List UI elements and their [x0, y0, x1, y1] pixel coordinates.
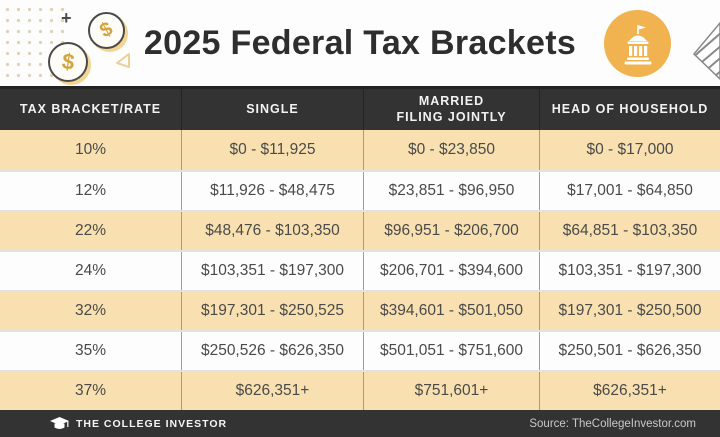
- cell-head: $250,501 - $626,350: [539, 332, 720, 370]
- table-row: 37% $626,351+ $751,601+ $626,351+: [0, 370, 720, 410]
- cell-married: $751,601+: [363, 372, 539, 410]
- cell-married: $206,701 - $394,600: [363, 252, 539, 290]
- cell-single: $0 - $11,925: [181, 130, 363, 170]
- cell-married: $96,951 - $206,700: [363, 212, 539, 250]
- cell-single: $11,926 - $48,475: [181, 172, 363, 210]
- cell-rate: 24%: [74, 262, 107, 279]
- tax-brackets-table: TAX BRACKET/RATE SINGLE MARRIED FILING J…: [0, 86, 720, 410]
- cell-married: $394,601 - $501,050: [363, 292, 539, 330]
- column-header-head: HEAD OF HOUSEHOLD: [539, 89, 720, 130]
- cell-single: $197,301 - $250,525: [181, 292, 363, 330]
- cell-single: $626,351+: [181, 372, 363, 410]
- table-row: 12% $11,926 - $48,475 $23,851 - $96,950 …: [0, 170, 720, 210]
- cell-rate: 37%: [74, 382, 107, 399]
- brand-logo: THE COLLEGE INVESTOR: [50, 416, 228, 431]
- cell-head: $64,851 - $103,350: [539, 212, 720, 250]
- table-row: 24% $103,351 - $197,300 $206,701 - $394,…: [0, 250, 720, 290]
- coin-icon: $: [48, 42, 88, 82]
- header: + $ $ 2025 Federal Tax Brackets: [0, 0, 720, 86]
- cell-rate: 35%: [74, 342, 107, 359]
- source-text: Source: TheCollegeInvestor.com: [529, 417, 696, 430]
- table-row: 22% $48,476 - $103,350 $96,951 - $206,70…: [0, 210, 720, 250]
- cell-single: $250,526 - $626,350: [181, 332, 363, 370]
- capitol-icon: [604, 10, 671, 77]
- page-title: 2025 Federal Tax Brackets: [143, 24, 577, 62]
- cell-married: $0 - $23,850: [363, 130, 539, 170]
- footer-bar: THE COLLEGE INVESTOR Source: TheCollegeI…: [0, 410, 720, 437]
- column-header-rate: TAX BRACKET/RATE: [19, 101, 162, 116]
- plus-icon: +: [61, 8, 72, 28]
- table-row: 10% $0 - $11,925 $0 - $23,850 $0 - $17,0…: [0, 130, 720, 170]
- cell-head: $0 - $17,000: [539, 130, 720, 170]
- cell-rate: 10%: [74, 141, 107, 158]
- coin-icon: $: [88, 12, 125, 49]
- table-header-row: TAX BRACKET/RATE SINGLE MARRIED FILING J…: [0, 86, 720, 130]
- cell-married: $23,851 - $96,950: [363, 172, 539, 210]
- cell-single: $103,351 - $197,300: [181, 252, 363, 290]
- table-row: 35% $250,526 - $626,350 $501,051 - $751,…: [0, 330, 720, 370]
- graduation-cap-icon: [50, 416, 69, 429]
- cell-head: $626,351+: [539, 372, 720, 410]
- brand-name: THE COLLEGE INVESTOR: [76, 417, 228, 430]
- table-body: 10% $0 - $11,925 $0 - $23,850 $0 - $17,0…: [0, 130, 720, 410]
- column-header-single: SINGLE: [181, 89, 363, 130]
- column-header-married: MARRIED FILING JOINTLY: [363, 89, 539, 130]
- cell-head: $17,001 - $64,850: [539, 172, 720, 210]
- table-row: 32% $197,301 - $250,525 $394,601 - $501,…: [0, 290, 720, 330]
- cell-head: $103,351 - $197,300: [539, 252, 720, 290]
- cell-head: $197,301 - $250,500: [539, 292, 720, 330]
- striped-corner-icon: [693, 22, 720, 80]
- triangle-outline-icon: [116, 53, 130, 68]
- cell-rate: 22%: [74, 222, 107, 239]
- cell-rate: 32%: [74, 302, 107, 319]
- cell-single: $48,476 - $103,350: [181, 212, 363, 250]
- cell-married: $501,051 - $751,600: [363, 332, 539, 370]
- cell-rate: 12%: [74, 182, 107, 199]
